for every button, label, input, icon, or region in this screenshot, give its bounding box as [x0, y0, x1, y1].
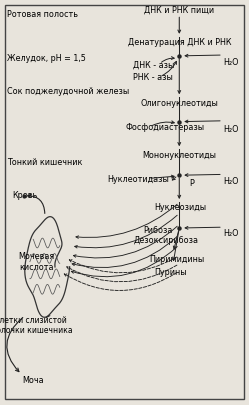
Text: Сок поджелудочной железы: Сок поджелудочной железы: [7, 87, 130, 96]
Text: Дезоксирибоза: Дезоксирибоза: [133, 235, 198, 244]
Text: Желудок, pH = 1,5: Желудок, pH = 1,5: [7, 54, 86, 63]
Text: Моча: Моча: [22, 375, 44, 384]
Text: Мононуклеотиды: Мононуклеотиды: [142, 150, 216, 159]
Text: H₂O: H₂O: [223, 125, 238, 134]
Text: РНК - азы: РНК - азы: [133, 73, 173, 82]
Text: ДНК и РНК пищи: ДНК и РНК пищи: [144, 6, 214, 15]
Text: Ротовая полость: Ротовая полость: [7, 10, 78, 19]
Text: Клетки слизистой
оболочки кишечника: Клетки слизистой оболочки кишечника: [0, 315, 73, 335]
Text: Рибоза: Рибоза: [143, 226, 173, 234]
Text: Олигонуклеотиды: Олигонуклеотиды: [140, 99, 218, 108]
Text: H₂O: H₂O: [223, 228, 238, 237]
Text: H₂O: H₂O: [223, 58, 238, 67]
Text: ДНК - азы: ДНК - азы: [133, 60, 175, 69]
Text: Мочевая
кислота: Мочевая кислота: [18, 252, 54, 271]
Text: Нуклеотидазы: Нуклеотидазы: [107, 175, 169, 183]
Text: H₂O: H₂O: [223, 177, 238, 186]
Text: Денатурация ДНК и РНК: Денатурация ДНК и РНК: [127, 38, 231, 47]
Text: Кровь: Кровь: [12, 191, 38, 200]
Text: Фосфодиастеразы: Фосфодиастеразы: [126, 123, 205, 132]
Text: Пурины: Пурины: [154, 267, 187, 276]
Text: Pᴵ: Pᴵ: [189, 179, 195, 188]
Text: Тонкий кишечник: Тонкий кишечник: [7, 158, 83, 166]
Text: Нуклеозиды: Нуклеозиды: [154, 203, 206, 212]
Text: Пиримидины: Пиримидины: [149, 255, 205, 264]
